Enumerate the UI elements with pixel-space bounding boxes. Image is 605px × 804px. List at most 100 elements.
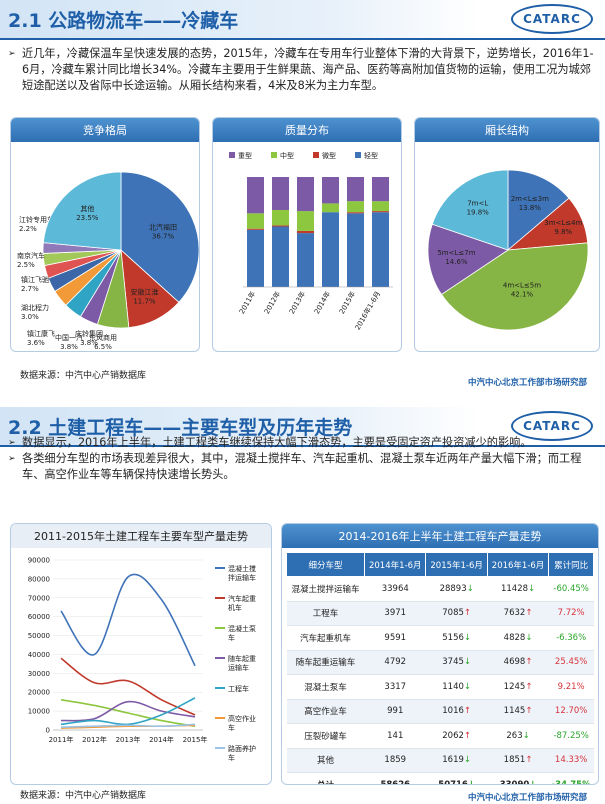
- row-name: 混凝土搅拌运输车: [291, 584, 360, 595]
- legend-swatch: [271, 152, 277, 158]
- value-2014: 33964: [381, 583, 409, 594]
- pie-slice-value: 14.6%: [445, 258, 468, 266]
- bar-segment: [322, 203, 339, 213]
- value-2016: 1851: [503, 755, 526, 766]
- pie-slice-value: 19.8%: [467, 209, 490, 217]
- legend-label: 随车起重: [228, 654, 256, 663]
- x-tick-label: 2014年: [312, 290, 332, 316]
- table-cell: 141: [364, 723, 426, 749]
- table-cell: 1619↓: [425, 748, 488, 773]
- quality-bar-chart: 重型 中型 微型 轻型 2011年 2012年 2013年 2014年 2015年2016年1-…: [229, 151, 393, 331]
- value-2015: 1619: [442, 755, 464, 766]
- trend-arrow-icon: ↓: [529, 779, 537, 785]
- table-row: 混凝土泵车 3317 1140↓ 1245↑ 9.21%: [286, 674, 594, 700]
- production-table: 细分车型 2014年1-6月 2015年1-6月 2016年1-6月 累计同比 …: [285, 552, 594, 785]
- row-name: 工程车: [312, 609, 339, 620]
- legend-label: 拌运输车: [228, 573, 256, 582]
- pie-slice: [120, 171, 199, 303]
- bar-segment: [247, 228, 264, 230]
- pie-slice-label: 南京汽车: [17, 251, 45, 260]
- bar-segment: [372, 177, 389, 202]
- value-2016: 263: [506, 730, 523, 741]
- legend-label: 工程车: [228, 684, 249, 693]
- table-header-cell: 2015年1-6月: [425, 552, 488, 577]
- table-header-cell: 累计同比: [548, 552, 594, 577]
- legend-label: 高空作业: [228, 714, 256, 723]
- table-cell: 2062↑: [425, 723, 488, 749]
- bullet-text: 近几年，冷藏保温车呈快速发展的态势，2015年，冷藏车在专用车行业整体下滑的大背…: [22, 47, 594, 92]
- y-tick-label: 90000: [28, 557, 50, 565]
- table-header-row: 细分车型 2014年1-6月 2015年1-6月 2016年1-6月 累计同比: [285, 552, 594, 577]
- bar-segment: [347, 212, 364, 214]
- pie-slice-value: 2.7%: [21, 285, 39, 293]
- trend-arrow-icon: ↓: [463, 755, 472, 766]
- value-2015: 2062: [442, 730, 464, 741]
- pie-slice-value: 3.8%: [80, 339, 98, 347]
- value-2014: 1859: [384, 755, 407, 766]
- legend-swatch: [313, 152, 319, 158]
- table-cell: -34.75%: [548, 772, 594, 784]
- y-tick-label: 60000: [28, 613, 50, 621]
- competition-pie-chart: 北汽福田36.7%安徽江淮11.7%东风商用6.5%中国一汽3.8%庆铃集团3.…: [17, 171, 199, 351]
- table-cell: 4792: [364, 650, 426, 675]
- row-name: 总计: [317, 781, 334, 784]
- legend-label: 微型: [322, 151, 336, 160]
- bar-segment: [347, 177, 364, 202]
- table-cell: 混凝土搅拌运输车: [286, 576, 365, 602]
- row-name: 压裂砂罐车: [304, 731, 347, 742]
- y-tick-label: 70000: [28, 594, 50, 602]
- table-cell: 1016↑: [425, 699, 488, 724]
- pie-slice-value: 42.1%: [511, 291, 534, 299]
- bar-segment: [247, 177, 264, 214]
- y-tick-label: 10000: [28, 708, 50, 716]
- table-row: 其他 1859 1619↓ 1851↑ 14.33%: [286, 748, 594, 773]
- trend-arrow-icon: ↓: [466, 583, 474, 594]
- bar-segment: [322, 177, 339, 204]
- table-cell: 11428↓: [487, 576, 549, 602]
- table-cell: 991: [364, 699, 426, 724]
- logo-text: CATARC: [523, 419, 581, 433]
- bar-segment: [372, 211, 389, 213]
- value-2016: 4828: [503, 632, 526, 643]
- x-tick-label: 2013年: [287, 290, 307, 316]
- x-tick-label: 2015年: [183, 735, 208, 744]
- footer-org: 中汽中心北京工作部市场研究部: [468, 793, 588, 803]
- table-cell: 33964: [364, 576, 426, 602]
- catarc-logo: CATARC: [511, 4, 593, 34]
- table-cell: 3745↓: [425, 650, 488, 675]
- table-cell: 50716↓: [425, 772, 488, 785]
- trend-arrow-icon: ↑: [463, 608, 472, 619]
- table-cell: 3971: [364, 601, 426, 626]
- bar-segment: [347, 213, 364, 287]
- table-cell: 9591: [364, 625, 426, 651]
- row-name: 其他: [317, 756, 335, 767]
- table-cell: 1851↑: [487, 748, 549, 773]
- trend-arrow-icon: ↑: [525, 681, 533, 692]
- slide-refrigerated-truck: 2.1 公路物流车——冷藏车 CATARC ➢ 近几年，冷藏保温车呈快速发展的态…: [0, 0, 605, 397]
- production-table-title: 2014-2016年上半年土建工程车产量走势: [282, 524, 598, 548]
- legend-label: 轻型: [364, 151, 378, 160]
- trend-arrow-icon: ↓: [463, 681, 472, 692]
- table-cell: 7.72%: [548, 601, 594, 626]
- trend-arrow-icon: ↑: [463, 706, 472, 717]
- value-2016: 11428: [500, 583, 529, 594]
- title-bar: [0, 0, 480, 38]
- legend-label: 车: [228, 723, 235, 732]
- bar-segment: [247, 229, 264, 287]
- y-tick-label: 0: [46, 727, 50, 735]
- value-2015: 28893: [439, 583, 467, 594]
- table-cell: 汽车起重机车: [286, 625, 365, 651]
- yoy-change: 7.72%: [557, 608, 585, 619]
- y-tick-label: 30000: [28, 670, 50, 678]
- quality-panel-title: 质量分布: [213, 118, 401, 142]
- trend-arrow-icon: ↓: [467, 779, 475, 785]
- bullet-list: ➢ 近几年，冷藏保温车呈快速发展的态势，2015年，冷藏车在专用车行业整体下滑的…: [8, 46, 598, 94]
- pie-slice-label: 4m<L≤5m: [503, 282, 541, 290]
- value-2016: 7632: [503, 608, 526, 619]
- length-panel-title: 厢长结构: [415, 118, 599, 142]
- bar-segment: [272, 225, 289, 227]
- x-tick-label: 2013年: [116, 735, 141, 744]
- pie-slice-value: 36.7%: [152, 232, 175, 240]
- legend-label: 重型: [238, 151, 252, 160]
- table-cell: 其他: [286, 748, 365, 773]
